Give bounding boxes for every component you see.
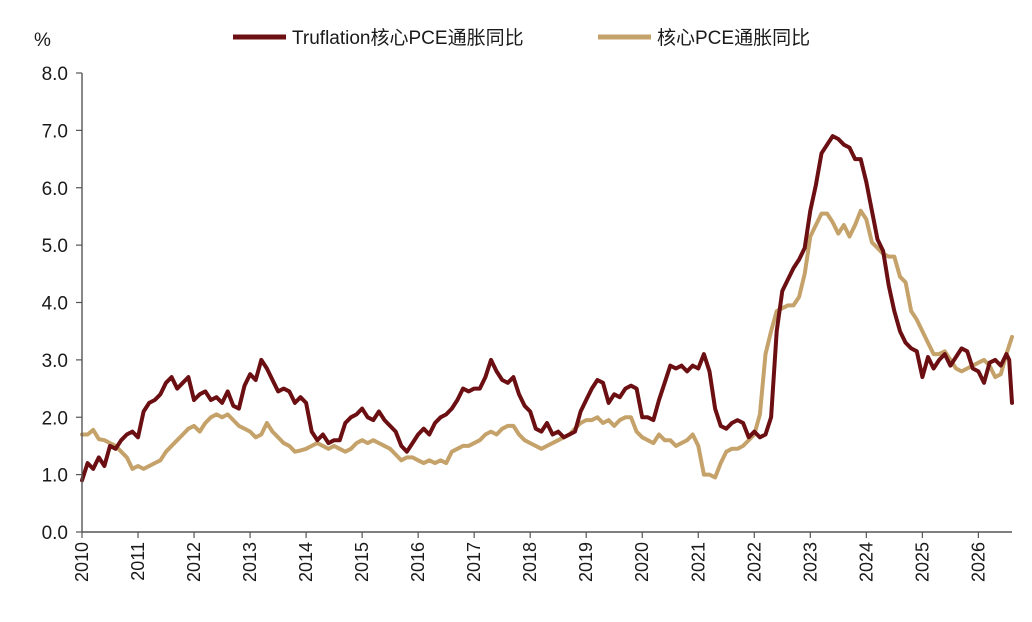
x-tick-label: 2020 bbox=[632, 542, 652, 582]
y-tick-label: 7.0 bbox=[42, 121, 68, 142]
x-tick-label: 2019 bbox=[576, 542, 596, 582]
y-unit-label: % bbox=[34, 30, 51, 51]
x-tick-label: 2026 bbox=[968, 542, 988, 582]
x-tick-label: 2013 bbox=[240, 542, 260, 582]
legend-label-2: 核心PCE通胀同比 bbox=[657, 27, 810, 49]
x-tick-label: 2014 bbox=[296, 542, 316, 582]
x-tick-label: 2012 bbox=[184, 542, 204, 582]
series-line-2 bbox=[80, 208, 1014, 480]
x-tick-label: 2023 bbox=[800, 542, 820, 582]
series-layer bbox=[80, 134, 1014, 483]
x-tick-label: 2025 bbox=[912, 542, 932, 582]
y-tick-label: 8.0 bbox=[42, 64, 68, 85]
x-tick-label: 2011 bbox=[128, 542, 148, 581]
x-tick-label: 2016 bbox=[408, 542, 428, 582]
y-axis-ticks: 0.0 1.0 2.0 3.0 4.0 5.0 6.0 7.0 8.0 bbox=[42, 64, 82, 544]
y-tick-label: 3.0 bbox=[42, 351, 68, 372]
x-tick-label: 2021 bbox=[688, 542, 708, 582]
y-tick-label: 6.0 bbox=[42, 179, 68, 200]
legend-label-1: Truflation核心PCE通胀同比 bbox=[292, 27, 524, 49]
x-tick-label: 2018 bbox=[520, 542, 540, 582]
x-tick-label: 2024 bbox=[856, 542, 876, 582]
y-tick-label: 1.0 bbox=[42, 466, 68, 487]
x-tick-label: 2015 bbox=[352, 542, 372, 582]
x-tick-label: 2010 bbox=[72, 542, 92, 582]
y-tick-label: 2.0 bbox=[42, 408, 68, 429]
x-tick-label: 2017 bbox=[464, 542, 484, 582]
y-tick-label: 5.0 bbox=[42, 236, 68, 257]
x-axis-ticks: 2010 2011 2012 2013 2014 2015 2016 2017 2018 2019… bbox=[72, 532, 988, 582]
series-line-1 bbox=[80, 134, 1014, 483]
legend: Truflation核心PCE通胀同比 核心PCE通胀同比 bbox=[233, 27, 810, 49]
x-tick-label: 2022 bbox=[744, 542, 764, 582]
y-tick-label: 0.0 bbox=[42, 523, 68, 544]
y-tick-label: 4.0 bbox=[42, 294, 68, 315]
